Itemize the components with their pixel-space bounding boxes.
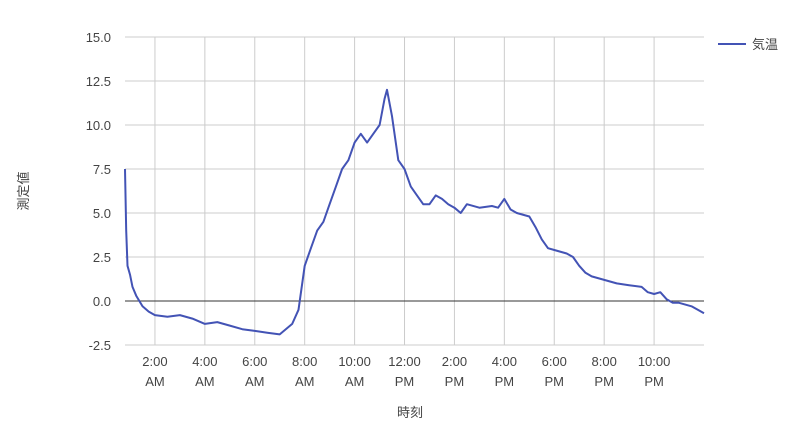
x-tick-label: 10:00 PM [638, 354, 671, 389]
x-tick-label: 2:00 AM [142, 354, 167, 389]
x-tick-label: 6:00 PM [542, 354, 567, 389]
data-line [124, 88, 705, 336]
y-tick-label: 2.5 [93, 250, 111, 265]
y-tick-label: 12.5 [86, 74, 111, 89]
y-tick-label: 7.5 [93, 162, 111, 177]
x-tick-label: 2:00 PM [442, 354, 467, 389]
x-tick-label: 10:00 AM [338, 354, 371, 389]
x-tick-label: 6:00 AM [242, 354, 267, 389]
y-tick-label: 10.0 [86, 118, 111, 133]
x-tick-label: 8:00 PM [592, 354, 617, 389]
y-tick-label: -2.5 [89, 338, 111, 353]
x-tick-label: 4:00 PM [492, 354, 517, 389]
x-tick-label: 4:00 AM [192, 354, 217, 389]
legend-label: 気温 [752, 37, 778, 52]
y-axis-label: 測定値 [16, 171, 31, 210]
y-tick-label: 15.0 [86, 30, 111, 45]
x-tick-label: 8:00 AM [292, 354, 317, 389]
x-axis-label: 時刻 [397, 405, 423, 420]
x-tick-label: 12:00 PM [388, 354, 421, 389]
y-tick-label: 0.0 [93, 294, 111, 309]
y-tick-label: 5.0 [93, 206, 111, 221]
